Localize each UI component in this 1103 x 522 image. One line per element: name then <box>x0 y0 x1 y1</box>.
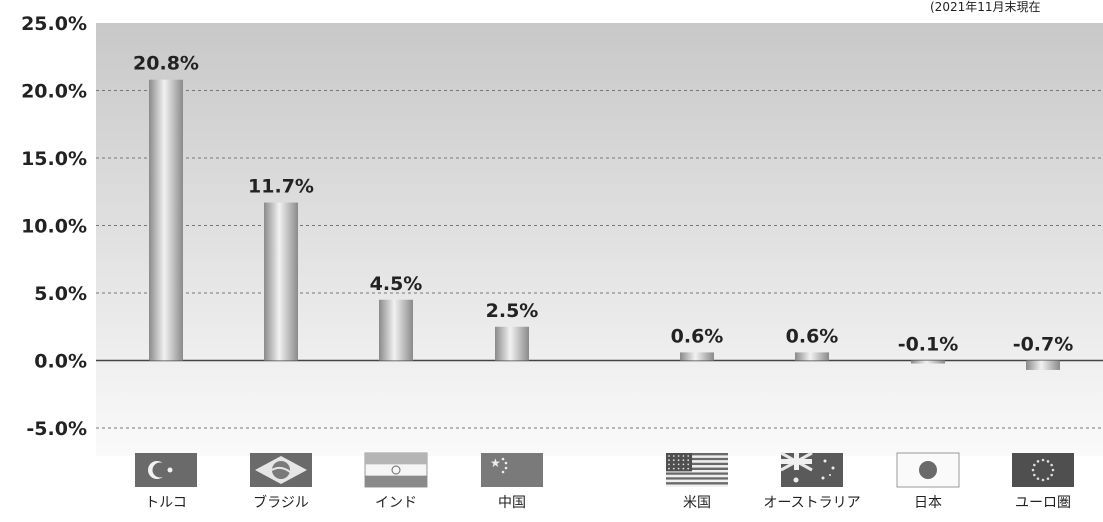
category-label: トルコ <box>145 495 187 511</box>
bar-0 <box>149 79 183 361</box>
category-label: 米国 <box>683 495 711 511</box>
y-tick-label: -5.0% <box>26 418 87 440</box>
data-label: 20.8% <box>133 53 199 75</box>
y-tick-label: 10.0% <box>21 216 87 238</box>
bar-5 <box>795 352 829 361</box>
data-label: 0.6% <box>671 325 724 347</box>
category-label: インド <box>375 495 417 511</box>
category-label: ブラジル <box>253 494 309 511</box>
australia-flag-icon <box>780 451 843 487</box>
usa-flag-icon <box>666 453 728 487</box>
data-label: 2.5% <box>486 300 539 322</box>
y-tick-label: 15.0% <box>21 148 87 170</box>
bar-3 <box>495 326 529 361</box>
india-flag-icon <box>364 452 428 488</box>
eu-flag-icon <box>1012 453 1074 487</box>
y-tick-label: 0.0% <box>34 351 87 373</box>
bar-4 <box>680 352 714 361</box>
bar-6 <box>911 360 945 364</box>
turkey-flag-icon <box>135 453 197 487</box>
plot-area <box>96 23 1103 456</box>
data-label: 11.7% <box>248 176 314 198</box>
brazil-flag-icon <box>250 453 312 487</box>
bar-7 <box>1026 360 1060 370</box>
japan-flag-icon <box>896 452 960 488</box>
data-label: -0.7% <box>1013 334 1074 356</box>
data-label: -0.1% <box>898 334 959 356</box>
data-label: 0.6% <box>786 325 839 347</box>
svg-text:★: ★ <box>490 456 501 470</box>
category-label: 日本 <box>914 495 942 511</box>
category-label: ユーロ圏 <box>1015 495 1071 511</box>
bar-1 <box>264 202 298 361</box>
china-flag-icon: ★ <box>481 453 543 487</box>
category-label: オーストラリア <box>763 495 860 511</box>
y-tick-label: 5.0% <box>34 283 87 305</box>
y-tick-label: 25.0% <box>21 13 87 35</box>
category-label: 中国 <box>498 495 526 511</box>
y-tick-label: 20.0% <box>21 81 87 103</box>
data-label: 4.5% <box>370 273 423 295</box>
bar-2 <box>379 299 413 361</box>
date-note: (2021年11月末現在 <box>930 0 1041 14</box>
